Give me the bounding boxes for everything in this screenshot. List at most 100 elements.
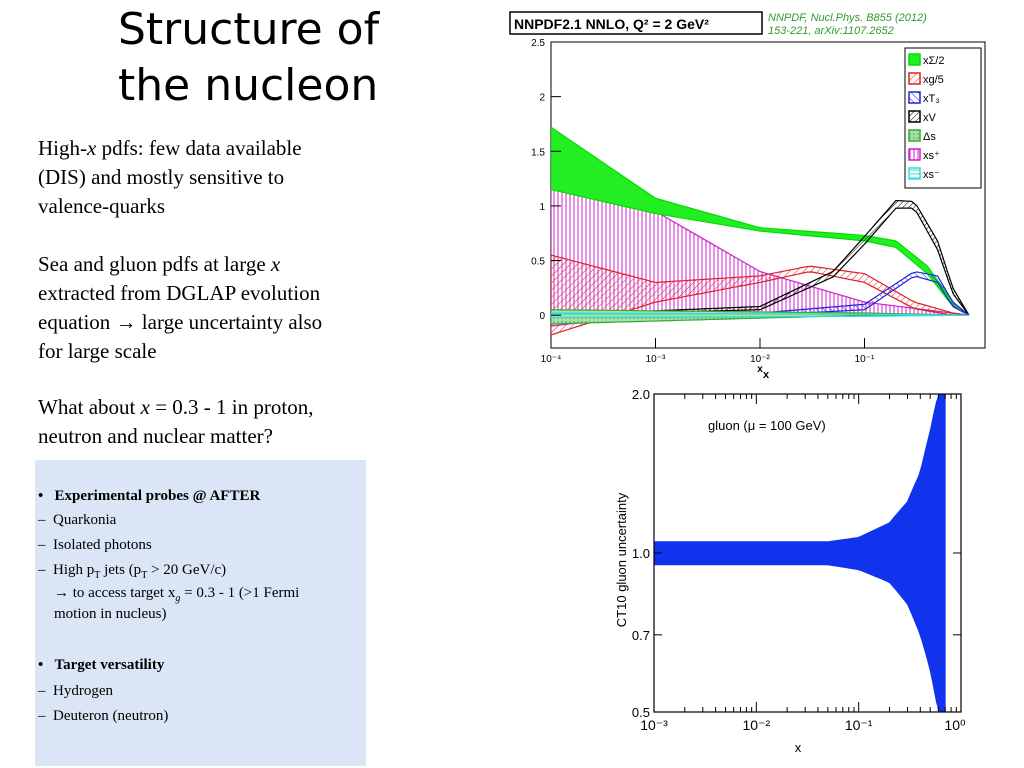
info-box	[35, 460, 366, 766]
slide-title: Structure of the nucleon	[118, 2, 418, 114]
y-tick-label: 1.0	[632, 546, 650, 561]
y-tick-label: 0.7	[632, 628, 650, 643]
p3-text: What about	[38, 395, 141, 419]
ct10-gluon-chart: 2.0 1.0 0.7 0.510⁻³ 10⁻² 10⁻¹ 10⁰ gluon (μ = 1…	[598, 380, 1008, 760]
legend-swatch	[908, 72, 921, 85]
p3-text-b: = 0.3 - 1 in proton,	[149, 395, 314, 419]
chart1-citation-2: 153-221, arXiv:1107.2652	[768, 25, 894, 37]
item-text: = 0.3 - 1 (>1 Fermi	[180, 585, 300, 601]
legend-swatch	[908, 53, 921, 66]
x-axis-inline-label: x	[757, 364, 763, 375]
p2-line-4: for large scale	[38, 339, 157, 363]
band-xs⁻	[551, 312, 970, 319]
y-tick-label: 2.0	[632, 387, 650, 402]
box-item-photons: – Isolated photons	[38, 537, 152, 554]
title-line-1: Structure of	[118, 4, 380, 55]
paragraph-question: What about x = 0.3 - 1 in proton, neutro…	[38, 393, 408, 451]
item-text: Hydrogen	[53, 683, 113, 699]
item-text: jets (p	[100, 562, 142, 578]
bullet-1: •	[38, 488, 44, 504]
p1-text-rest: pdfs: few data available	[96, 136, 302, 160]
gluon-uncertainty-band	[654, 394, 946, 712]
legend-swatch	[908, 91, 921, 104]
x-tick-label: 10⁻²	[743, 717, 771, 733]
legend-swatch	[908, 110, 921, 123]
legend-label: xg/5	[923, 74, 944, 86]
legend-swatch	[908, 129, 921, 142]
dash: –	[38, 683, 46, 699]
item-text: Isolated photons	[53, 537, 152, 553]
paragraph-sea-gluon: Sea and gluon pdfs at large x extracted …	[38, 250, 408, 366]
paragraph-high-x: High-x pdfs: few data available (DIS) an…	[38, 134, 408, 221]
box-item-target: → to access target xg = 0.3 - 1 (>1 Ferm…	[54, 585, 299, 604]
box-heading-2: • Target versatility	[38, 657, 164, 674]
x-tick-label: 10⁻⁴	[541, 354, 562, 365]
chart2-axes: 2.0 1.0 0.7 0.510⁻³ 10⁻² 10⁻¹ 10⁰	[632, 387, 966, 733]
p2-italic-x: x	[270, 252, 281, 276]
legend-label: xs⁺	[923, 150, 940, 162]
y-tick-label: 2	[539, 93, 545, 104]
x-tick-label: 10⁻²	[750, 354, 770, 365]
x-tick-label: 10⁻¹	[845, 717, 873, 733]
chart1-title: NNPDF2.1 NNLO, Q² = 2 GeV²	[514, 16, 709, 32]
x-tick-label: 10⁰	[944, 717, 966, 733]
p1-text: High-	[38, 136, 87, 160]
legend-label: xT₃	[923, 93, 940, 105]
subscript: T	[141, 570, 148, 581]
subscript: T	[94, 570, 101, 581]
box-item-fermi: motion in nucleus)	[54, 606, 167, 622]
chart2-bands	[654, 394, 946, 712]
y-tick-label: 0.5	[531, 257, 545, 268]
chart1-citation-1: NNPDF, Nucl.Phys. B855 (2012)	[768, 12, 927, 24]
chart2-xlabel: x	[795, 740, 802, 755]
box-item-hydrogen: – Hydrogen	[38, 683, 113, 700]
y-tick-label: 0	[539, 311, 545, 322]
chart1-legend: xΣ/2 xg/5 xT₃ xV Δs xs⁺ xs⁻	[904, 47, 982, 189]
legend-swatch	[908, 167, 921, 180]
legend-label: Δs	[923, 131, 936, 143]
y-tick-label: 2.5	[531, 38, 545, 49]
chart1-bands	[551, 126, 970, 336]
legend-label: xΣ/2	[923, 55, 944, 67]
dash: –	[38, 537, 46, 553]
heading-2-text: Target versatility	[54, 657, 165, 673]
chart1-xlabel: x	[763, 369, 770, 380]
p2-line-3: equation → large uncertainty also	[38, 310, 323, 334]
chart1-title-box	[509, 11, 763, 35]
y-tick-label: 1.5	[531, 147, 545, 158]
chart2-ylabel: CT10 gluon uncertainty	[614, 492, 629, 627]
item-text: → to access target x	[54, 585, 176, 601]
y-tick-label: 1	[539, 202, 545, 213]
box-item-jets: – High pT jets (pT > 20 GeV/c)	[38, 562, 226, 581]
x-tick-label: 10⁻¹	[855, 354, 875, 365]
y-tick-label: 0.5	[632, 705, 650, 720]
item-text: Quarkonia	[53, 512, 117, 528]
dash: –	[38, 512, 46, 528]
chart2-annotation: gluon (μ = 100 GeV)	[708, 418, 826, 433]
p2-line-2: extracted from DGLAP evolution	[38, 281, 321, 305]
p1-line-3: valence-quarks	[38, 194, 166, 218]
box-item-quarkonia: – Quarkonia	[38, 512, 116, 529]
x-tick-label: 10⁻³	[640, 717, 668, 733]
dash: –	[38, 562, 46, 578]
item-text: > 20 GeV/c)	[147, 562, 227, 578]
title-line-2: the nucleon	[118, 60, 379, 111]
chart2-bg	[598, 380, 1008, 760]
box-heading-1: • Experimental probes @ AFTER	[38, 488, 260, 505]
p1-italic-x: x	[87, 136, 97, 160]
box-item-deuteron: – Deuteron (neutron)	[38, 708, 168, 725]
chart1-axes: 2.5 2 1.5 1 0.5 0 10⁻⁴ 10⁻³ 10⁻² 10⁻¹ x	[531, 38, 875, 375]
p3-italic-x: x	[140, 395, 150, 419]
legend-swatch	[908, 148, 921, 161]
subscript: g	[175, 593, 181, 604]
p1-line-2: (DIS) and mostly sensitive to	[38, 165, 285, 189]
heading-1-text: Experimental probes @ AFTER	[54, 488, 261, 504]
item-text: High p	[53, 562, 95, 578]
p3-line-2: neutron and nuclear matter?	[38, 424, 273, 448]
x-tick-label: 10⁻³	[646, 354, 666, 365]
legend-label: xV	[923, 112, 937, 124]
legend-label: xs⁻	[923, 169, 940, 181]
nnpdf-pdf-chart: NNPDF2.1 NNLO, Q² = 2 GeV² NNPDF, Nucl.P…	[508, 8, 992, 380]
item-text: Deuteron (neutron)	[53, 708, 169, 724]
dash: –	[38, 708, 46, 724]
